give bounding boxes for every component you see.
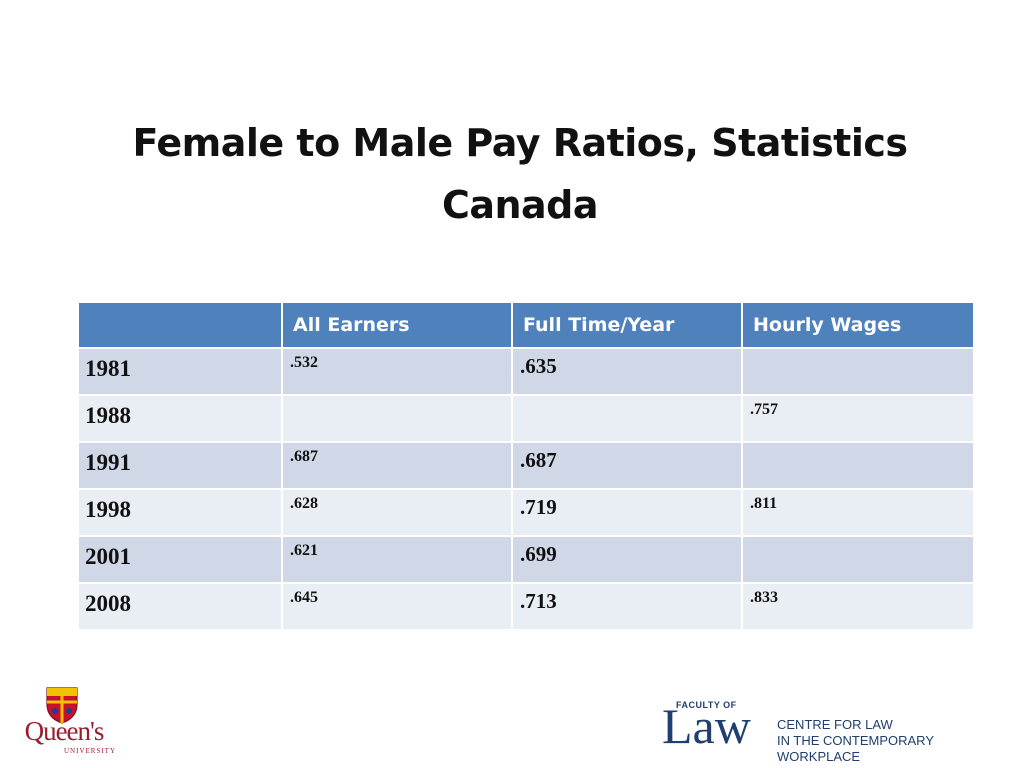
all-earners-cell: .628 bbox=[281, 488, 513, 537]
queens-university-label: UNIVERSITY bbox=[64, 747, 116, 755]
year-cell: 1998 bbox=[77, 488, 283, 537]
year-cell: 2008 bbox=[77, 582, 283, 631]
all-earners-cell: .621 bbox=[281, 535, 513, 584]
hourly-wages-cell bbox=[741, 535, 975, 584]
all-earners-cell: .532 bbox=[281, 347, 513, 396]
full-time-year-cell bbox=[511, 394, 743, 443]
all-earners-cell: .687 bbox=[281, 441, 513, 490]
pay-ratio-table: All Earners Full Time/Year Hourly Wages … bbox=[77, 303, 975, 631]
table-header-row: All Earners Full Time/Year Hourly Wages bbox=[77, 303, 975, 349]
year-cell: 2001 bbox=[77, 535, 283, 584]
header-year bbox=[77, 303, 283, 349]
full-time-year-cell: .687 bbox=[511, 441, 743, 490]
table-row: 1991 .687 .687 bbox=[77, 441, 975, 490]
slide-title: Female to Male Pay Ratios, Statistics Ca… bbox=[132, 121, 908, 227]
table-row: 2001 .621 .699 bbox=[77, 535, 975, 584]
table-row: 2008 .645 .713 .833 bbox=[77, 582, 975, 631]
table-row: 1981 .532 .635 bbox=[77, 347, 975, 396]
centre-name: CENTRE FOR LAW IN THE CONTEMPORARY WORKP… bbox=[777, 717, 1002, 765]
header-full-time-year: Full Time/Year bbox=[511, 303, 743, 349]
full-time-year-cell: .713 bbox=[511, 582, 743, 631]
table-row: 1988 .757 bbox=[77, 394, 975, 443]
law-wordmark: Law bbox=[662, 698, 751, 754]
hourly-wages-cell: .811 bbox=[741, 488, 975, 537]
header-all-earners: All Earners bbox=[281, 303, 513, 349]
hourly-wages-cell bbox=[741, 347, 975, 396]
full-time-year-cell: .719 bbox=[511, 488, 743, 537]
year-cell: 1991 bbox=[77, 441, 283, 490]
year-cell: 1981 bbox=[77, 347, 283, 396]
full-time-year-cell: .635 bbox=[511, 347, 743, 396]
centre-name-line1: CENTRE FOR LAW bbox=[777, 717, 893, 732]
full-time-year-cell: .699 bbox=[511, 535, 743, 584]
header-hourly-wages: Hourly Wages bbox=[741, 303, 975, 349]
centre-name-line2: IN THE CONTEMPORARY WORKPLACE bbox=[777, 733, 934, 764]
year-cell: 1988 bbox=[77, 394, 283, 443]
faculty-of-label: FACULTY OF bbox=[676, 700, 737, 710]
queens-university-logo: Queen's UNIVERSITY bbox=[12, 686, 116, 758]
faculty-of-law-logo: Law FACULTY OF CENTRE FOR LAW IN THE CON… bbox=[662, 698, 1002, 764]
hourly-wages-cell: .757 bbox=[741, 394, 975, 443]
hourly-wages-cell bbox=[741, 441, 975, 490]
all-earners-cell: .645 bbox=[281, 582, 513, 631]
hourly-wages-cell: .833 bbox=[741, 582, 975, 631]
queens-wordmark: Queen's bbox=[24, 716, 105, 746]
table-row: 1998 .628 .719 .811 bbox=[77, 488, 975, 537]
queens-crest-icon bbox=[46, 687, 78, 724]
all-earners-cell bbox=[281, 394, 513, 443]
